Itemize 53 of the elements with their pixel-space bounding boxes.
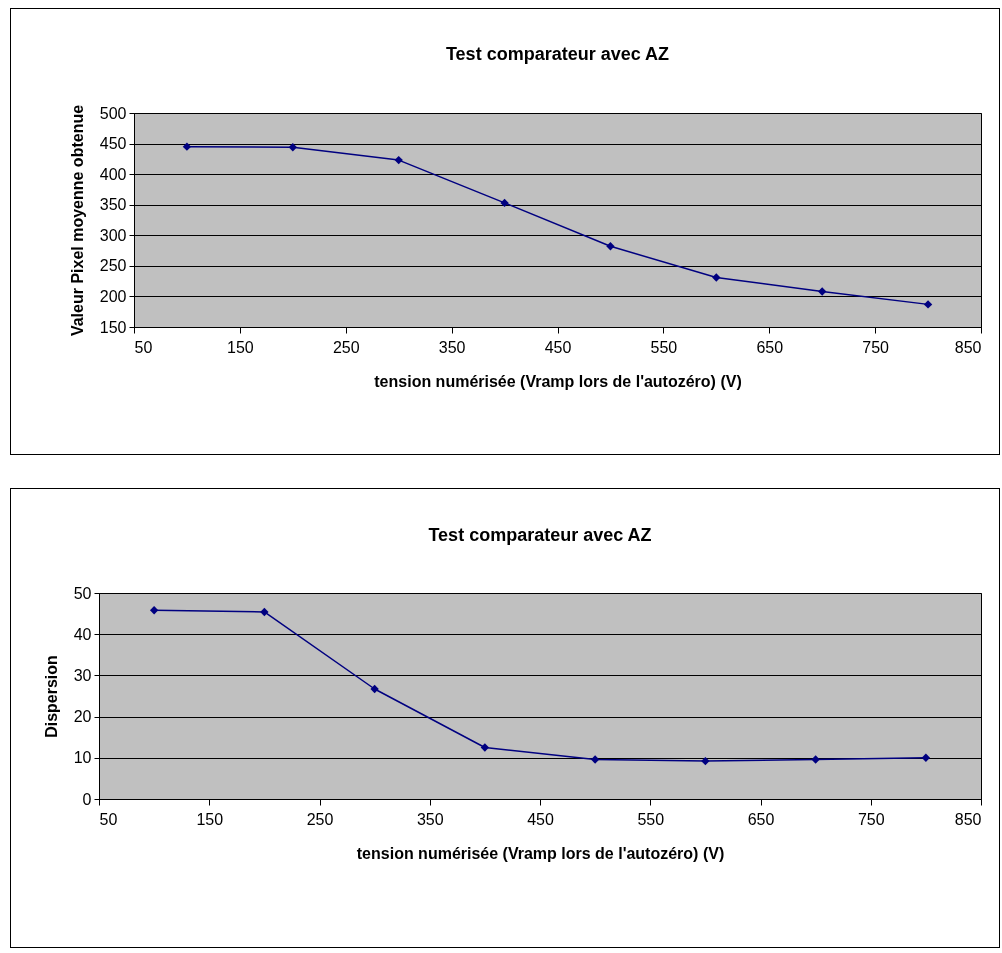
x-tick-label: 850 — [954, 338, 982, 356]
x-tick-label: 750 — [857, 810, 885, 828]
point — [500, 198, 509, 208]
x-tick-label: 150 — [196, 810, 224, 828]
x-tick-label: 250 — [306, 810, 334, 828]
x-axis-title: tension numérisée (Vramp lors de l'autozéro) (V) — [374, 372, 742, 390]
point — [818, 287, 827, 296]
x-tick-label: 750 — [862, 338, 890, 356]
point — [921, 753, 931, 762]
x-tick-label: 350 — [416, 810, 444, 828]
x-tick-label: 450 — [527, 810, 554, 828]
y-tick-label: 10 — [73, 749, 92, 767]
point — [590, 755, 600, 764]
chart-title: Test comparateur avec AZ — [445, 44, 670, 65]
y-tick-label: 150 — [99, 318, 127, 336]
x-tick-label: 150 — [227, 338, 254, 356]
y-tick-label: 400 — [99, 165, 127, 183]
x-tick-label: 650 — [756, 338, 784, 356]
point — [701, 756, 710, 766]
x-tick-label: 550 — [650, 338, 678, 356]
x-tick-label: 850 — [954, 810, 982, 828]
point — [260, 607, 269, 617]
y-tick-label: 350 — [99, 196, 127, 214]
point — [182, 142, 192, 151]
x-tick-label: 350 — [438, 338, 466, 356]
x-tick-label: 650 — [747, 810, 775, 828]
y-tick-label: 500 — [99, 104, 127, 122]
point — [606, 242, 615, 251]
y-tick-label: 30 — [73, 666, 92, 684]
x-tick-label: 550 — [637, 810, 665, 828]
point — [480, 743, 490, 752]
point — [370, 684, 379, 694]
x-tick-label: 50 — [134, 338, 153, 356]
x-tick-label: 450 — [544, 338, 572, 356]
y-tick-label: 20 — [73, 708, 92, 726]
y-tick-label: 200 — [99, 287, 127, 305]
point — [712, 273, 721, 282]
point — [811, 755, 820, 764]
point — [394, 155, 403, 165]
y-tick-label: 450 — [99, 135, 127, 153]
y-tick-label: 300 — [99, 226, 127, 244]
x-axis-title: tension numérisée (Vramp lors de l'autozéro) (V) — [356, 844, 725, 862]
point — [288, 143, 297, 152]
point — [923, 300, 933, 309]
y-tick-label: 50 — [73, 584, 92, 602]
y-tick-label: 250 — [99, 257, 127, 275]
point — [149, 606, 159, 615]
y-axis-title: Valeur Pixel moyenne obtenue — [68, 104, 86, 337]
chart-title: Test comparateur avec AZ — [428, 525, 652, 545]
y-axis-title: Dispersion — [42, 655, 60, 738]
x-tick-label: 250 — [332, 338, 360, 356]
y-tick-label: 0 — [82, 790, 92, 808]
y-tick-label: 40 — [73, 625, 92, 643]
